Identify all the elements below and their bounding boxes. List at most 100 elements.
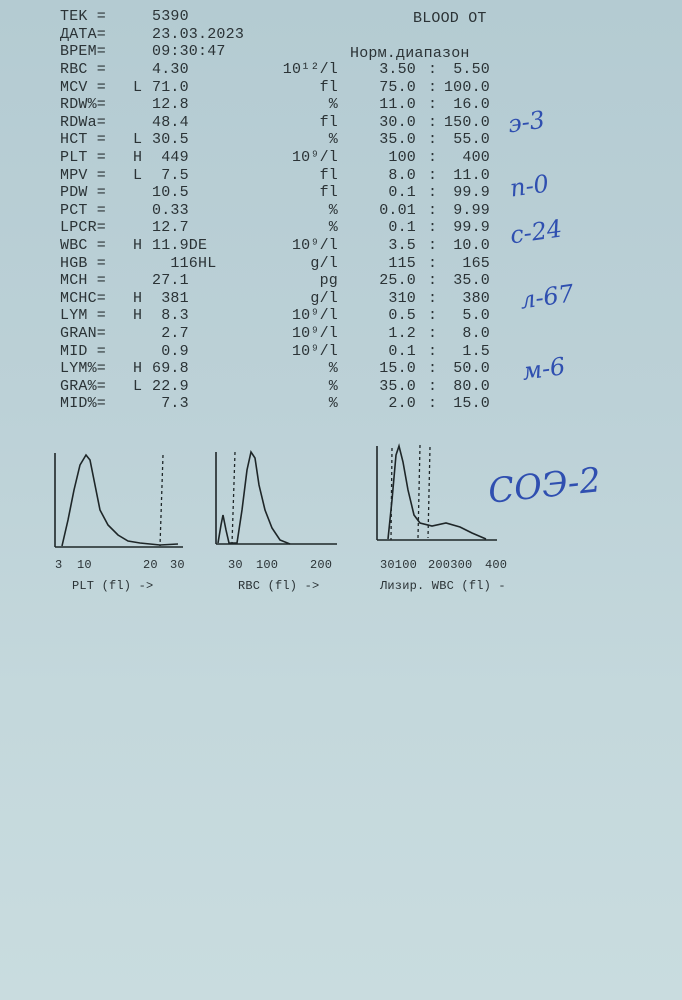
range-high: 50.0 — [453, 360, 490, 378]
range-high: 9.99 — [453, 201, 490, 219]
range-high: 55.0 — [453, 131, 490, 149]
histograms — [54, 443, 497, 548]
test-name: LPCR= — [60, 219, 107, 237]
test-value: 4.30 — [152, 61, 189, 78]
range-separator: : — [428, 272, 438, 290]
test-unit: fl — [319, 78, 338, 96]
abnormal-flag: H — [133, 307, 143, 325]
range-separator: : — [428, 78, 438, 96]
range-separator: : — [428, 360, 438, 378]
result-row: MPV = L 7.5 fl 8.0:11.0 — [0, 167, 682, 184]
range-separator: : — [428, 395, 438, 413]
result-row: LPCR= 12.7% 0.1:99.9 — [0, 219, 682, 236]
range-high: 10.0 — [453, 237, 490, 254]
abnormal-flag: H — [133, 149, 143, 166]
result-row: PDW = 10.5 fl 0.1:99.9 — [0, 184, 682, 201]
range-high: 100.0 — [443, 78, 490, 96]
test-value: 7.5 — [152, 166, 189, 184]
test-unit: fl — [319, 184, 338, 202]
test-name: LYM = — [60, 307, 107, 325]
abnormal-flag: H — [133, 360, 143, 378]
range-high: 8.0 — [462, 325, 490, 342]
test-value: 30.5 — [152, 131, 189, 149]
test-name: HGB = — [60, 254, 107, 272]
blood-label: BLOOD OT — [413, 10, 487, 27]
test-unit: % — [328, 131, 338, 149]
test-name: MID = — [60, 342, 107, 360]
range-separator: : — [428, 307, 438, 325]
range-low: 15.0 — [379, 360, 416, 378]
normal-range-header: Норм.диапазон — [350, 45, 470, 62]
test-name: MID%= — [60, 395, 107, 413]
test-unit: 10¹²/l — [282, 61, 338, 78]
result-row: HCT = L 30.5% 35.0:55.0 — [0, 131, 682, 148]
test-unit: % — [328, 201, 338, 219]
date-value: 23.03.2023 — [152, 26, 245, 43]
result-row: MCHC= H 381 g/l 310: 380 — [0, 290, 682, 307]
test-unit: % — [328, 360, 338, 378]
test-value: 27.1 — [152, 272, 189, 290]
histogram-tick-label: 30 — [170, 558, 185, 572]
histogram-tick-label: 10 — [77, 558, 92, 572]
range-separator: : — [428, 61, 438, 78]
range-high: 165 — [462, 254, 490, 272]
range-high: 1.5 — [462, 342, 490, 360]
test-name: PDW = — [60, 184, 107, 202]
result-row: RBC = 4.30 10¹²/l 3.50:5.50 — [0, 61, 682, 78]
test-name: GRA%= — [60, 377, 107, 395]
test-value: 69.8 — [152, 360, 189, 378]
range-high: 16.0 — [453, 96, 490, 114]
result-row: MID%= 7.3% 2.0:15.0 — [0, 395, 682, 412]
result-row: MCV = L 71.0 fl 75.0:100.0 — [0, 79, 682, 96]
rbc-threshold-line — [231, 451, 236, 545]
test-name: RDW%= — [60, 96, 107, 114]
test-unit: % — [328, 395, 338, 413]
range-high: 15.0 — [453, 395, 490, 413]
result-row: LYM%= H 69.8% 15.0:50.0 — [0, 360, 682, 377]
range-low: 100 — [388, 149, 416, 166]
range-low: 30.0 — [379, 113, 416, 131]
range-low: 11.0 — [379, 96, 416, 114]
range-low: 2.0 — [388, 395, 416, 413]
range-low: 0.01 — [379, 201, 416, 219]
range-low: 3.50 — [379, 61, 416, 78]
range-low: 0.1 — [388, 219, 416, 237]
test-value: 48.4 — [152, 113, 189, 131]
result-row: HGB = 116HL g/l 115: 165 — [0, 255, 682, 272]
test-value: 381 — [152, 289, 189, 307]
range-high: 99.9 — [453, 184, 490, 202]
test-unit: g/l — [310, 289, 338, 307]
range-high: 11.0 — [453, 166, 490, 184]
range-separator: : — [428, 201, 438, 219]
histogram-tick-label: 400 — [485, 558, 508, 572]
test-name: RDWa= — [60, 113, 107, 131]
test-value: 449 — [152, 149, 189, 166]
test-unit: g/l — [310, 254, 338, 272]
range-low: 35.0 — [379, 131, 416, 149]
test-unit: 10⁹/l — [291, 325, 338, 342]
histogram-tick-label: 30100 — [380, 558, 418, 572]
test-name: PCT = — [60, 201, 107, 219]
range-high: 5.50 — [453, 61, 490, 78]
test-unit: % — [328, 219, 338, 237]
histogram-tick-label: 30 — [228, 558, 243, 572]
range-high: 400 — [462, 149, 490, 166]
test-name: HCT = — [60, 131, 107, 149]
test-unit: 10⁹/l — [291, 237, 338, 254]
histogram-caption: Лизир. WBC (fl) - — [380, 579, 506, 593]
result-row: MID = 0.9 10⁹/l 0.1: 1.5 — [0, 343, 682, 360]
test-unit: % — [328, 96, 338, 114]
test-unit: fl — [319, 166, 338, 184]
abnormal-flag: H — [133, 289, 143, 307]
histogram-tick-label: 20 — [143, 558, 158, 572]
abnormal-flag: L — [133, 166, 143, 184]
date-label: ДАТА= — [60, 26, 107, 43]
test-value: 0.33 — [152, 201, 189, 219]
test-value: 8.3 — [152, 307, 189, 325]
test-unit: pg — [319, 272, 338, 290]
range-low: 0.1 — [388, 184, 416, 202]
result-row: GRA%= L 22.9% 35.0:80.0 — [0, 378, 682, 395]
result-row: WBC = H 11.9DE 10⁹/l 3.5:10.0 — [0, 237, 682, 254]
test-name: PLT = — [60, 149, 107, 166]
plt-curve — [61, 453, 179, 547]
